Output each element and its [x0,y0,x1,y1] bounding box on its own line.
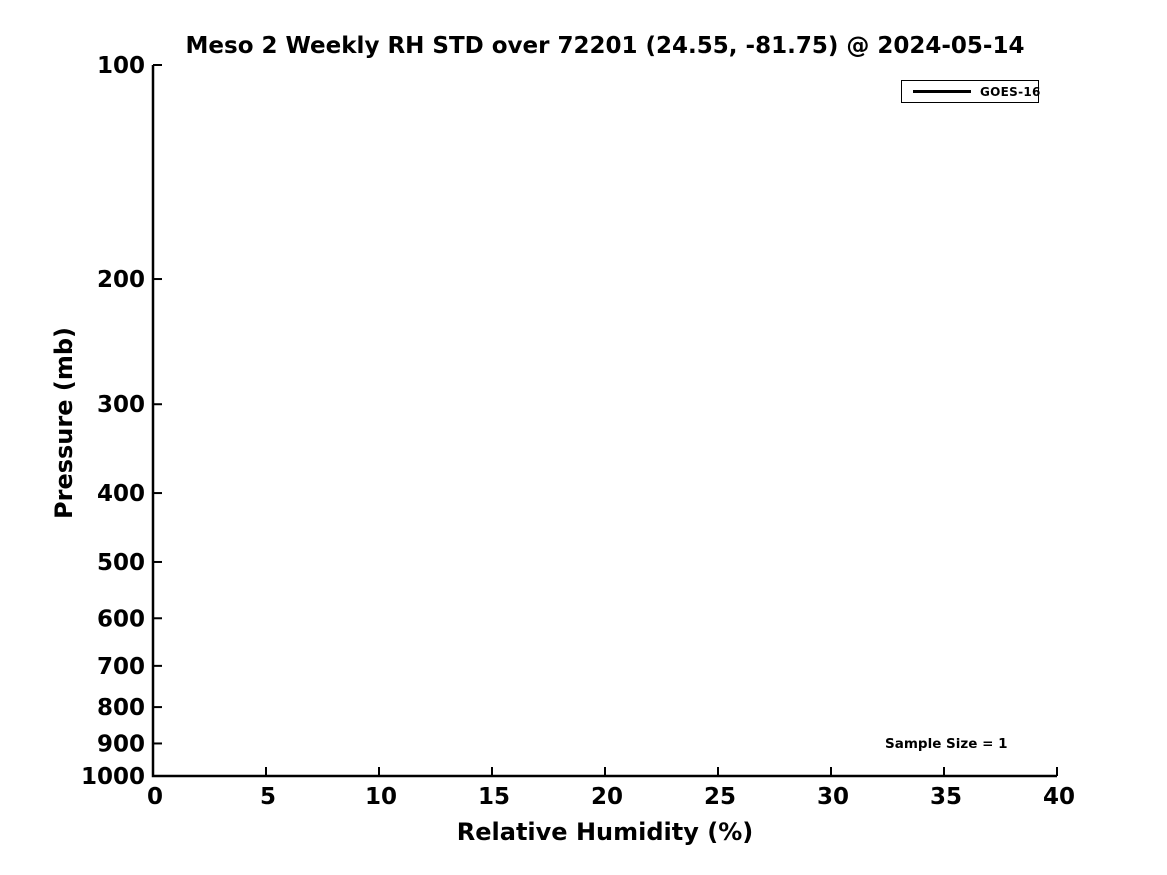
y-tick-label: 700 [97,654,145,680]
legend: GOES-16 [901,80,1041,103]
x-tick-label: 20 [591,784,623,810]
y-tick-label: 500 [97,550,145,576]
x-tick-label: 40 [1043,784,1075,810]
x-axis-label: Relative Humidity (%) [457,818,753,846]
y-tick-label: 900 [97,731,145,757]
legend-line-swatch [913,90,971,93]
legend-label-goes16: GOES-16 [980,84,1041,99]
y-tick-label: 400 [97,481,145,507]
x-tick-label: 5 [260,784,276,810]
y-tick-label: 800 [97,695,145,721]
y-tick-label: 1000 [81,764,145,790]
y-tick-label: 100 [97,53,145,79]
y-axis-label: Pressure (mb) [50,327,78,519]
y-tick-label: 200 [97,267,145,293]
x-tick-label: 15 [478,784,510,810]
axes-layer: 0 5 10 15 20 25 30 35 40 100 200 300 400 500 600 700 800… [81,53,1075,810]
x-tick-label: 25 [704,784,736,810]
x-tick-label: 10 [365,784,397,810]
x-tick-label: 0 [147,784,163,810]
sample-size-annotation: Sample Size = 1 [885,736,1008,752]
x-tick-label: 35 [930,784,962,810]
y-tick-label: 600 [97,606,145,632]
x-tick-label: 30 [817,784,849,810]
y-tick-label: 300 [97,392,145,418]
axis-spines [151,65,1057,778]
chart-title: Meso 2 Weekly RH STD over 72201 (24.55, … [186,33,1025,59]
